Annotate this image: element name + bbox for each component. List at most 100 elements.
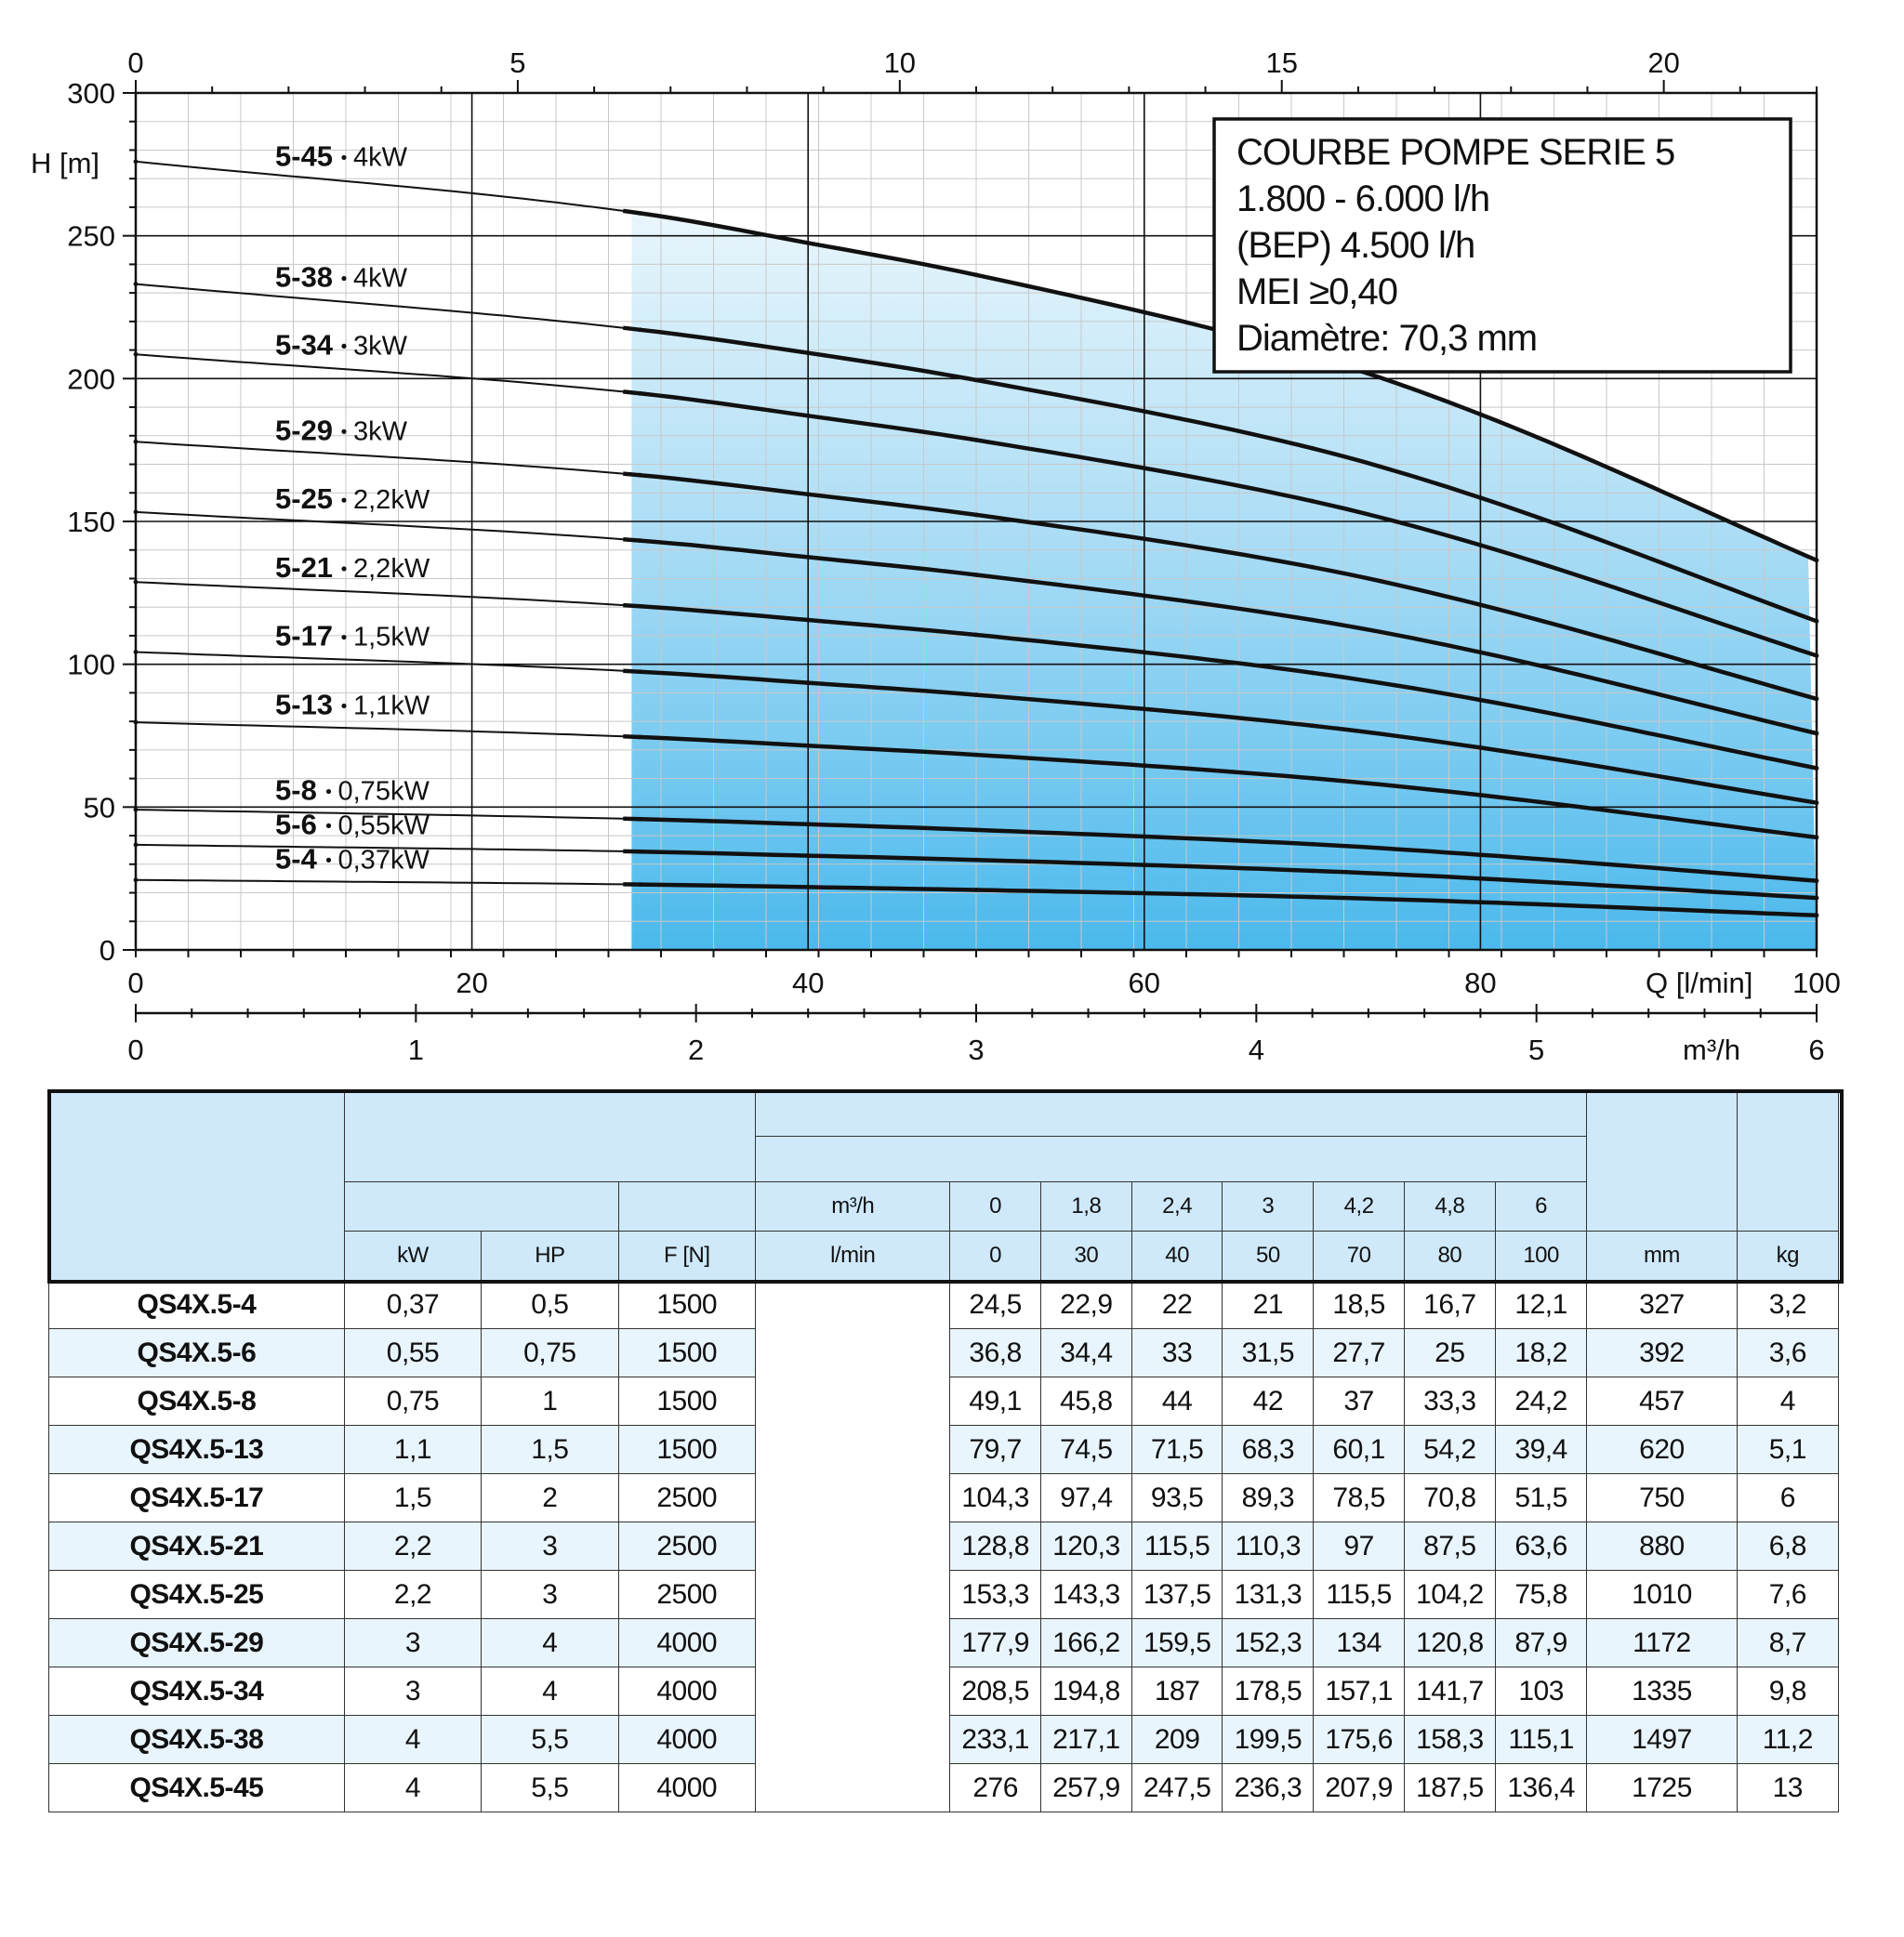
head-cell: 104,2 <box>1403 1570 1496 1619</box>
data-point <box>805 492 811 497</box>
top-tick-label: 20 <box>1647 46 1679 79</box>
unit-length: mm <box>1586 1231 1738 1281</box>
data-point <box>638 734 642 740</box>
data-point <box>973 438 979 442</box>
data-point <box>1478 900 1483 905</box>
head-cell: 208,5 <box>949 1667 1041 1716</box>
y-axis-title: H [m] <box>31 147 99 179</box>
kw-cell: 1,1 <box>343 1425 483 1474</box>
info-line-4: MEI ≥0,40 <box>1236 271 1397 312</box>
y-tick-label: 50 <box>84 791 115 824</box>
flow-m3h-5: 4,8 <box>1403 1181 1496 1232</box>
data-point <box>638 538 642 543</box>
weight-cell: 11,2 <box>1736 1715 1840 1764</box>
head-cell: 187 <box>1130 1667 1223 1716</box>
length-cell: 1725 <box>1586 1763 1738 1812</box>
head-cell: 22 <box>1130 1280 1223 1329</box>
flow-m3h-1: 1,8 <box>1039 1181 1132 1232</box>
data-point <box>1310 894 1315 900</box>
x-axis-title: Q [l/min] <box>1646 967 1752 999</box>
curve-5-4-low-flow <box>135 878 641 886</box>
head-cell: 54,2 <box>1403 1425 1496 1474</box>
head-cell: 37 <box>1313 1377 1405 1426</box>
header-kw-hp-group <box>343 1181 619 1232</box>
head-cell: 74,5 <box>1039 1425 1132 1474</box>
data-point <box>1478 602 1483 608</box>
curve-5-21-low-flow <box>135 581 641 608</box>
head-cell: 207,9 <box>1313 1763 1405 1812</box>
curve-5-8 <box>623 816 1818 883</box>
data-point <box>1310 841 1315 847</box>
top-tick-label: 10 <box>884 46 916 79</box>
y-tick-label: 100 <box>67 649 115 681</box>
head-cell: 128,8 <box>949 1522 1041 1571</box>
data-point <box>1478 697 1483 703</box>
kw-cell: 2,2 <box>343 1522 483 1571</box>
weight-cell: 3,2 <box>1736 1280 1840 1329</box>
flow-m3h-2: 2,4 <box>1130 1181 1223 1232</box>
table-row: QS4X.5-25 2,2 3 2500 153,3 143,3 137,5 131,3 115… <box>48 1570 1840 1619</box>
spacer-cell <box>754 1328 951 1377</box>
head-cell: 51,5 <box>1494 1473 1588 1522</box>
flow-m3h-3: 3 <box>1222 1181 1315 1232</box>
force-cell: 4000 <box>617 1715 756 1764</box>
operating-range-fill <box>631 212 1817 951</box>
weight-cell: 4 <box>1736 1377 1840 1426</box>
data-point <box>638 327 642 333</box>
head-cell: 137,5 <box>1130 1570 1223 1619</box>
head-cell: 12,1 <box>1494 1280 1588 1329</box>
label-dot <box>341 703 347 709</box>
hp-cell: 1 <box>481 1377 619 1426</box>
head-cell: 36,8 <box>949 1328 1041 1377</box>
label-dot <box>325 823 332 828</box>
data-point <box>805 555 811 560</box>
length-cell: 1497 <box>1586 1715 1738 1764</box>
head-cell: 120,3 <box>1039 1522 1132 1571</box>
head-cell: 136,4 <box>1494 1763 1588 1812</box>
kw-cell: 1,5 <box>343 1473 483 1522</box>
axes <box>123 80 1818 1022</box>
header-weight-cell <box>1736 1090 1840 1232</box>
head-cell: 157,1 <box>1313 1667 1405 1716</box>
data-point <box>1310 723 1315 729</box>
head-cell: 18,5 <box>1313 1280 1405 1329</box>
curve-power-5-25: 2,2kW <box>353 485 430 515</box>
label-dot <box>325 788 332 795</box>
data-point <box>638 849 642 854</box>
data-point <box>638 882 642 888</box>
head-cell: 42 <box>1222 1377 1315 1426</box>
head-cell: 209 <box>1130 1715 1223 1764</box>
hp-cell: 4 <box>481 1667 619 1716</box>
flow-m3h-4: 4,2 <box>1313 1181 1405 1232</box>
label-dot <box>341 343 347 349</box>
head-cell: 21 <box>1222 1280 1315 1329</box>
header-row-2 <box>49 1136 1839 1182</box>
head-cell: 87,9 <box>1494 1618 1588 1667</box>
spacer-cell <box>754 1280 951 1329</box>
label-dot <box>341 154 347 161</box>
y-tick-label: 300 <box>67 77 115 110</box>
m3h-tick-label: 3 <box>968 1034 984 1066</box>
head-cell: 159,5 <box>1130 1618 1223 1667</box>
force-cell: 1500 <box>617 1377 756 1426</box>
head-cell: 103 <box>1494 1667 1588 1716</box>
y-tick-label: 250 <box>67 220 115 253</box>
data-point <box>805 743 811 748</box>
head-cell: 178,5 <box>1222 1667 1315 1716</box>
head-cell: 152,3 <box>1222 1618 1315 1667</box>
head-cell: 75,8 <box>1494 1570 1588 1619</box>
header-flow-group <box>754 1090 1588 1137</box>
force-cell: 1500 <box>617 1328 756 1377</box>
spacer-cell <box>754 1763 951 1812</box>
curve-5-34-low-flow <box>135 353 641 395</box>
data-point <box>973 377 979 383</box>
length-cell: 1172 <box>1586 1618 1738 1667</box>
head-cell: 233,1 <box>949 1715 1041 1764</box>
data-point <box>1478 745 1483 750</box>
head-cell: 22,9 <box>1039 1280 1132 1329</box>
y-tick-label: 150 <box>67 506 115 538</box>
flow-lmin-2: 40 <box>1130 1231 1223 1281</box>
m3h-tick-label: 5 <box>1528 1034 1544 1066</box>
table-row: QS4X.5-4 0,37 0,5 1500 24,5 22,9 22 21 18,5 16,7 1… <box>48 1280 1840 1329</box>
pump-curves <box>133 159 1819 918</box>
